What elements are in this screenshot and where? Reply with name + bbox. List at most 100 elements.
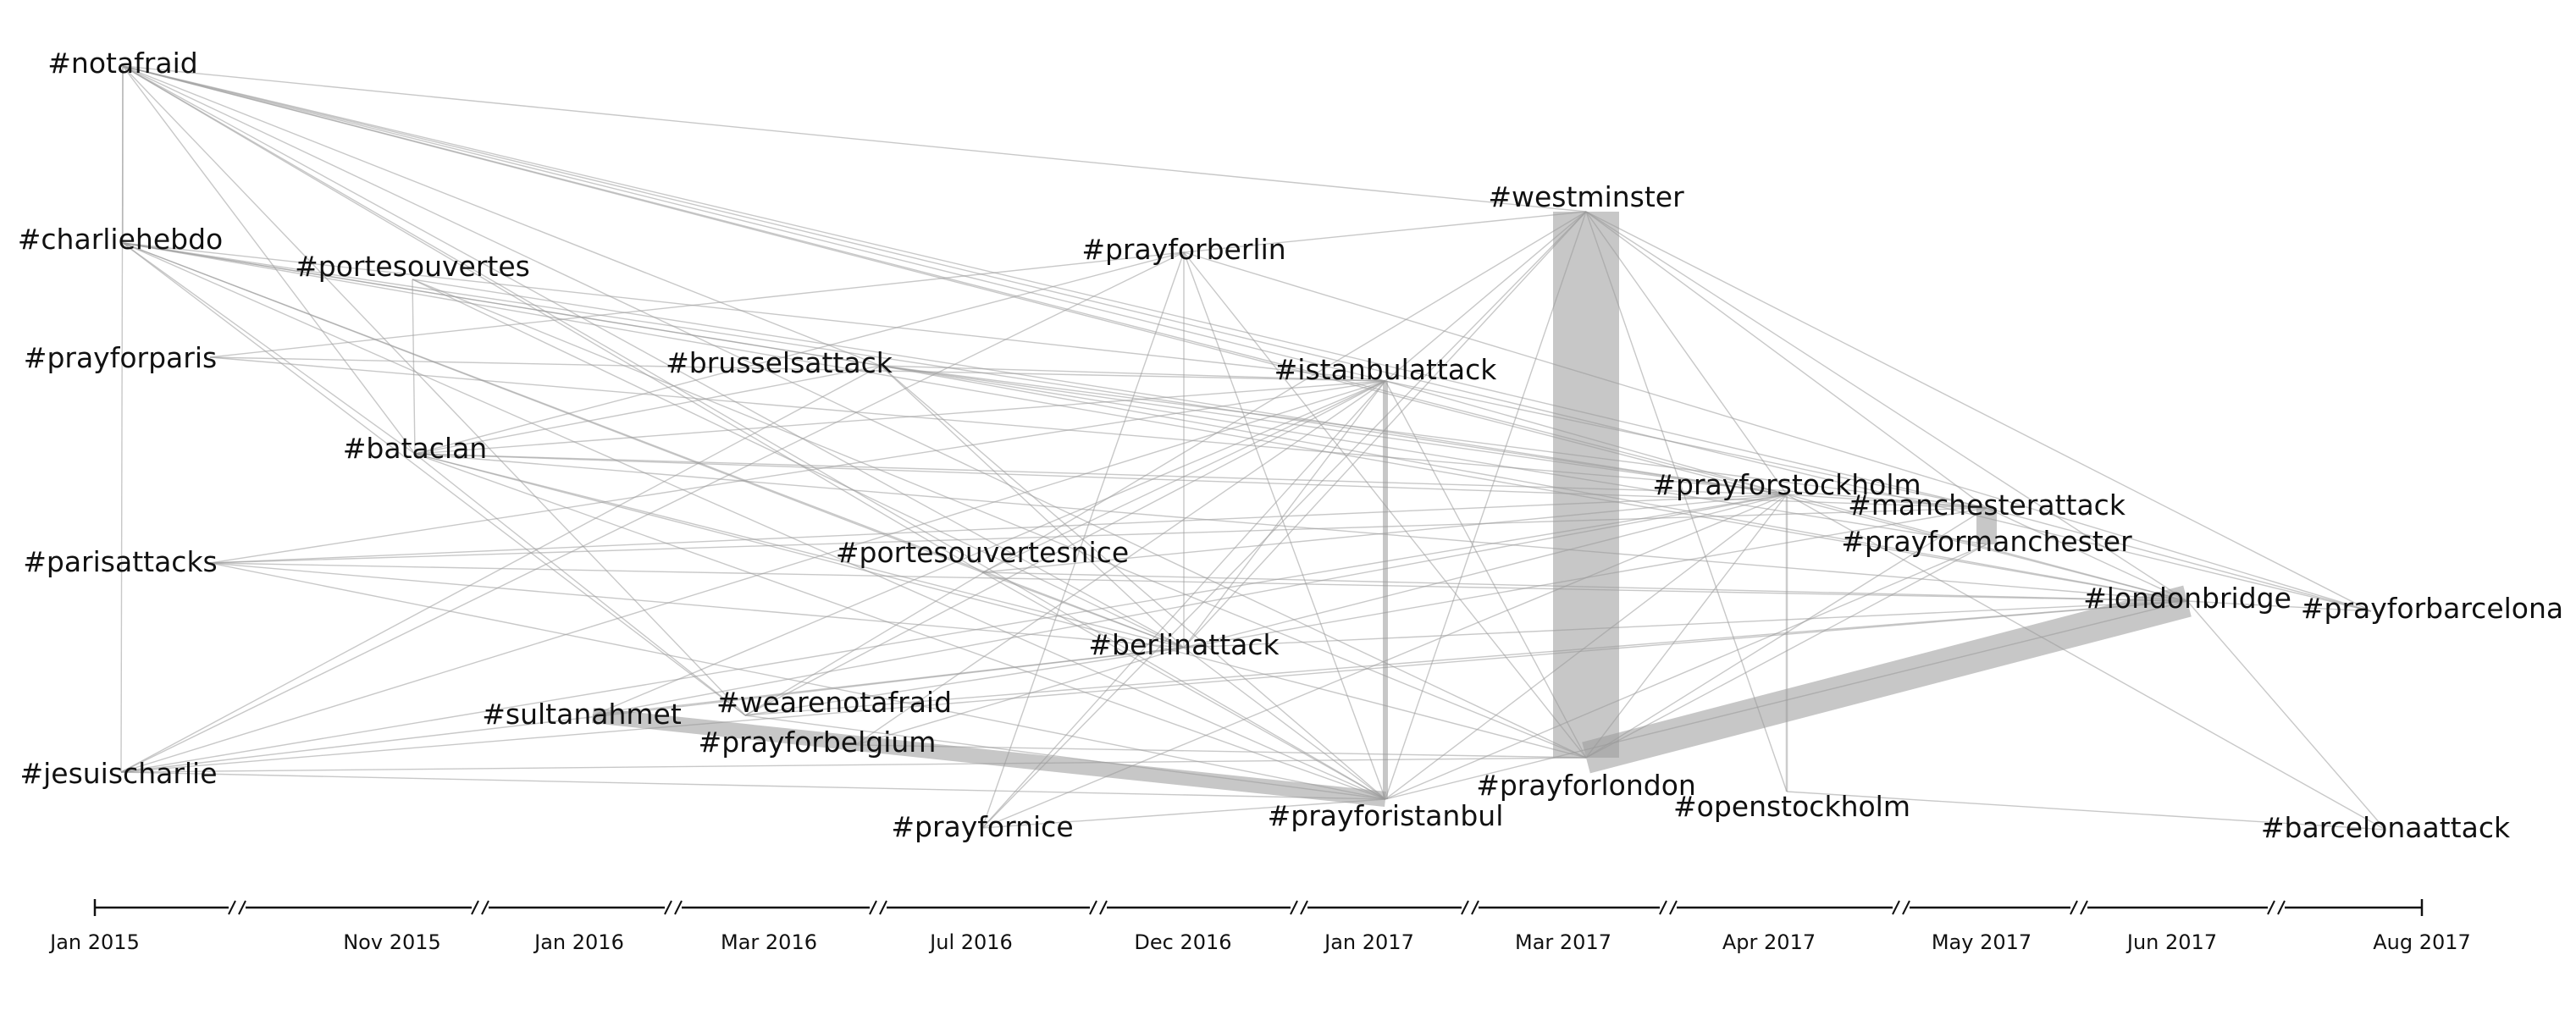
link-parisattacks-londonbridge bbox=[209, 562, 2188, 602]
timeline-break-mark bbox=[238, 900, 246, 915]
link-bataclan-berlinattack bbox=[414, 453, 1185, 648]
link-brusselsattack-berlinattack bbox=[880, 365, 1185, 648]
link-jesuischarlie-londonbridge bbox=[120, 600, 2188, 773]
link-parisattacks-prayforstockholm bbox=[209, 494, 1788, 564]
link-istanbulattack-manchesterattack bbox=[1385, 380, 1987, 509]
link-prayforbelgium-istanbulattack bbox=[854, 380, 1386, 746]
link-charliehebdo-prayformanchester bbox=[122, 242, 1987, 545]
link-berlinattack-istanbulattack bbox=[1183, 380, 1386, 648]
link-notafraid-prayforistanbul bbox=[122, 65, 1386, 800]
link-westminster-londonbridge bbox=[1585, 211, 2188, 602]
timeline-tick-label: Jan 2016 bbox=[533, 930, 624, 954]
link-parisattacks-berlinattack bbox=[209, 562, 1185, 648]
link-jesuischarlie-prayforlondon bbox=[120, 757, 1587, 773]
link-parisattacks-manchesterattack bbox=[209, 507, 1987, 564]
timeline-break-mark bbox=[1461, 900, 1469, 915]
timeline-break-mark bbox=[674, 900, 683, 915]
node-label-sultanahmet: #sultanahmet bbox=[482, 698, 682, 731]
link-notafraid-westminster bbox=[122, 65, 1587, 212]
timeline-break-mark bbox=[1099, 900, 1108, 915]
link-charliehebdo-bataclan bbox=[122, 242, 416, 455]
links-layer bbox=[120, 65, 2386, 831]
timeline-tick-label: Jul 2016 bbox=[928, 930, 1013, 954]
timeline-break-mark bbox=[2080, 900, 2088, 915]
link-westminster-prayforstockholm bbox=[1585, 211, 1788, 495]
link-berlinattack-londonbridge bbox=[1183, 600, 2188, 648]
timeline-break-mark bbox=[1659, 900, 1667, 915]
strong-links-layer bbox=[592, 212, 2192, 807]
link-westminster-manchesterattack bbox=[1585, 211, 1987, 509]
timeline-axis: Jan 2015 Nov 2015 Jan 2016 Mar 2016 Jul 2016… bbox=[48, 899, 2471, 954]
link-prayforistanbul-prayformanchester bbox=[1385, 544, 1987, 800]
timeline-break-mark bbox=[869, 900, 877, 915]
timeline-break-mark bbox=[481, 900, 489, 915]
link-wearenotafraid-berlinattack bbox=[744, 647, 1185, 716]
link-charliehebdo-londonbridge bbox=[122, 242, 2188, 602]
link-wearenotafraid-londonbridge bbox=[744, 600, 2188, 716]
timeline-break-mark bbox=[1892, 900, 1900, 915]
timeline-tick-label: Nov 2015 bbox=[343, 930, 441, 954]
link-prayforberlin-prayforistanbul bbox=[1183, 251, 1386, 800]
link-jesuischarlie-prayforstockholm bbox=[120, 494, 1788, 773]
node-label-bataclan: #bataclan bbox=[343, 432, 487, 465]
link-parisattacks-prayforistanbul bbox=[209, 562, 1386, 800]
link-notafraid-berlinattack bbox=[122, 65, 1185, 648]
link-charliehebdo-portesouvertesnice bbox=[122, 242, 983, 573]
link-brusselsattack-londonbridge bbox=[880, 365, 2188, 602]
node-label-notafraid: #notafraid bbox=[47, 47, 197, 80]
node-label-parisattacks: #parisattacks bbox=[23, 545, 218, 578]
link-prayforparis-istanbulattack bbox=[209, 356, 1386, 382]
timeline-break-mark bbox=[1290, 900, 1298, 915]
link-jesuischarlie-istanbulattack bbox=[120, 380, 1386, 773]
node-label-prayforstockholm: #prayforstockholm bbox=[1652, 468, 1921, 501]
link-portesouvertes-berlinattack bbox=[412, 279, 1185, 648]
timeline-tick-label: Mar 2016 bbox=[721, 930, 817, 954]
link-berlinattack-prayforistanbul bbox=[1183, 647, 1386, 800]
link-prayforberlin-prayforbarcelona bbox=[1183, 251, 2372, 612]
link-notafraid-manchesterattack bbox=[122, 65, 1987, 509]
link-bataclan-londonbridge bbox=[414, 453, 2188, 602]
timeline-break-mark bbox=[2267, 900, 2275, 915]
strong-link-sultanahmet-prayforistanbul bbox=[592, 708, 1386, 807]
link-openstockholm-barcelonaattack bbox=[1786, 791, 2386, 831]
timeline-tick-label: May 2017 bbox=[1932, 930, 2032, 954]
node-labels-layer: #notafraid #charliehebdo #portesouvertes #p… bbox=[18, 47, 2563, 844]
timeline-tick-label: Jan 2017 bbox=[1323, 930, 1414, 954]
node-label-prayformanchester: #prayformanchester bbox=[1841, 525, 2132, 558]
link-bataclan-wearenotafraid bbox=[414, 453, 746, 716]
timeline-tick-label: Apr 2017 bbox=[1722, 930, 1816, 954]
link-prayforbelgium-prayforlondon bbox=[854, 744, 1587, 759]
node-label-jesuischarlie: #jesuischarlie bbox=[19, 757, 217, 790]
link-charliehebdo-istanbulattack bbox=[122, 242, 1386, 382]
node-label-prayforparis: #prayforparis bbox=[24, 341, 217, 374]
timeline-tick-label: Jan 2015 bbox=[48, 930, 140, 954]
link-bataclan-prayforberlin bbox=[414, 251, 1185, 455]
link-notafraid-wearenotafraid bbox=[122, 65, 746, 716]
link-brusselsattack-prayforistanbul bbox=[880, 365, 1386, 800]
link-notafraid-bataclan bbox=[122, 65, 416, 455]
link-prayforlondon-prayforstockholm bbox=[1585, 494, 1788, 759]
timeline-break-mark bbox=[1902, 900, 1910, 915]
timeline-break-mark bbox=[2277, 900, 2286, 915]
timeline-tick-label: Mar 2017 bbox=[1515, 930, 1611, 954]
link-westminster-prayforbarcelona bbox=[1585, 211, 2372, 612]
link-parisattacks-istanbulattack bbox=[209, 380, 1386, 564]
timeline-break-mark bbox=[471, 900, 479, 915]
link-jesuischarlie-prayforistanbul bbox=[120, 771, 1386, 800]
link-manchesterattack-prayforbarcelona bbox=[1986, 507, 2372, 612]
timeline-break-mark bbox=[879, 900, 887, 915]
link-charliehebdo-prayforstockholm bbox=[122, 242, 1788, 495]
link-sultanahmet-istanbulattack bbox=[592, 380, 1386, 716]
node-label-openstockholm: #openstockholm bbox=[1673, 790, 1910, 823]
link-bataclan-istanbulattack bbox=[414, 380, 1386, 455]
timeline-break-mark bbox=[1471, 900, 1479, 915]
node-label-wearenotafraid: #wearenotafraid bbox=[716, 686, 952, 719]
link-prayforstockholm-manchesterattack bbox=[1786, 494, 1987, 509]
link-notafraid-brusselsattack bbox=[122, 65, 882, 367]
link-brusselsattack-manchesterattack bbox=[880, 365, 1987, 509]
link-jesuischarlie-prayforberlin bbox=[120, 251, 1185, 773]
link-portesouvertes-prayforlondon bbox=[412, 279, 1587, 759]
link-prayfornice-prayforistanbul bbox=[981, 798, 1386, 829]
node-label-berlinattack: #berlinattack bbox=[1088, 628, 1280, 661]
